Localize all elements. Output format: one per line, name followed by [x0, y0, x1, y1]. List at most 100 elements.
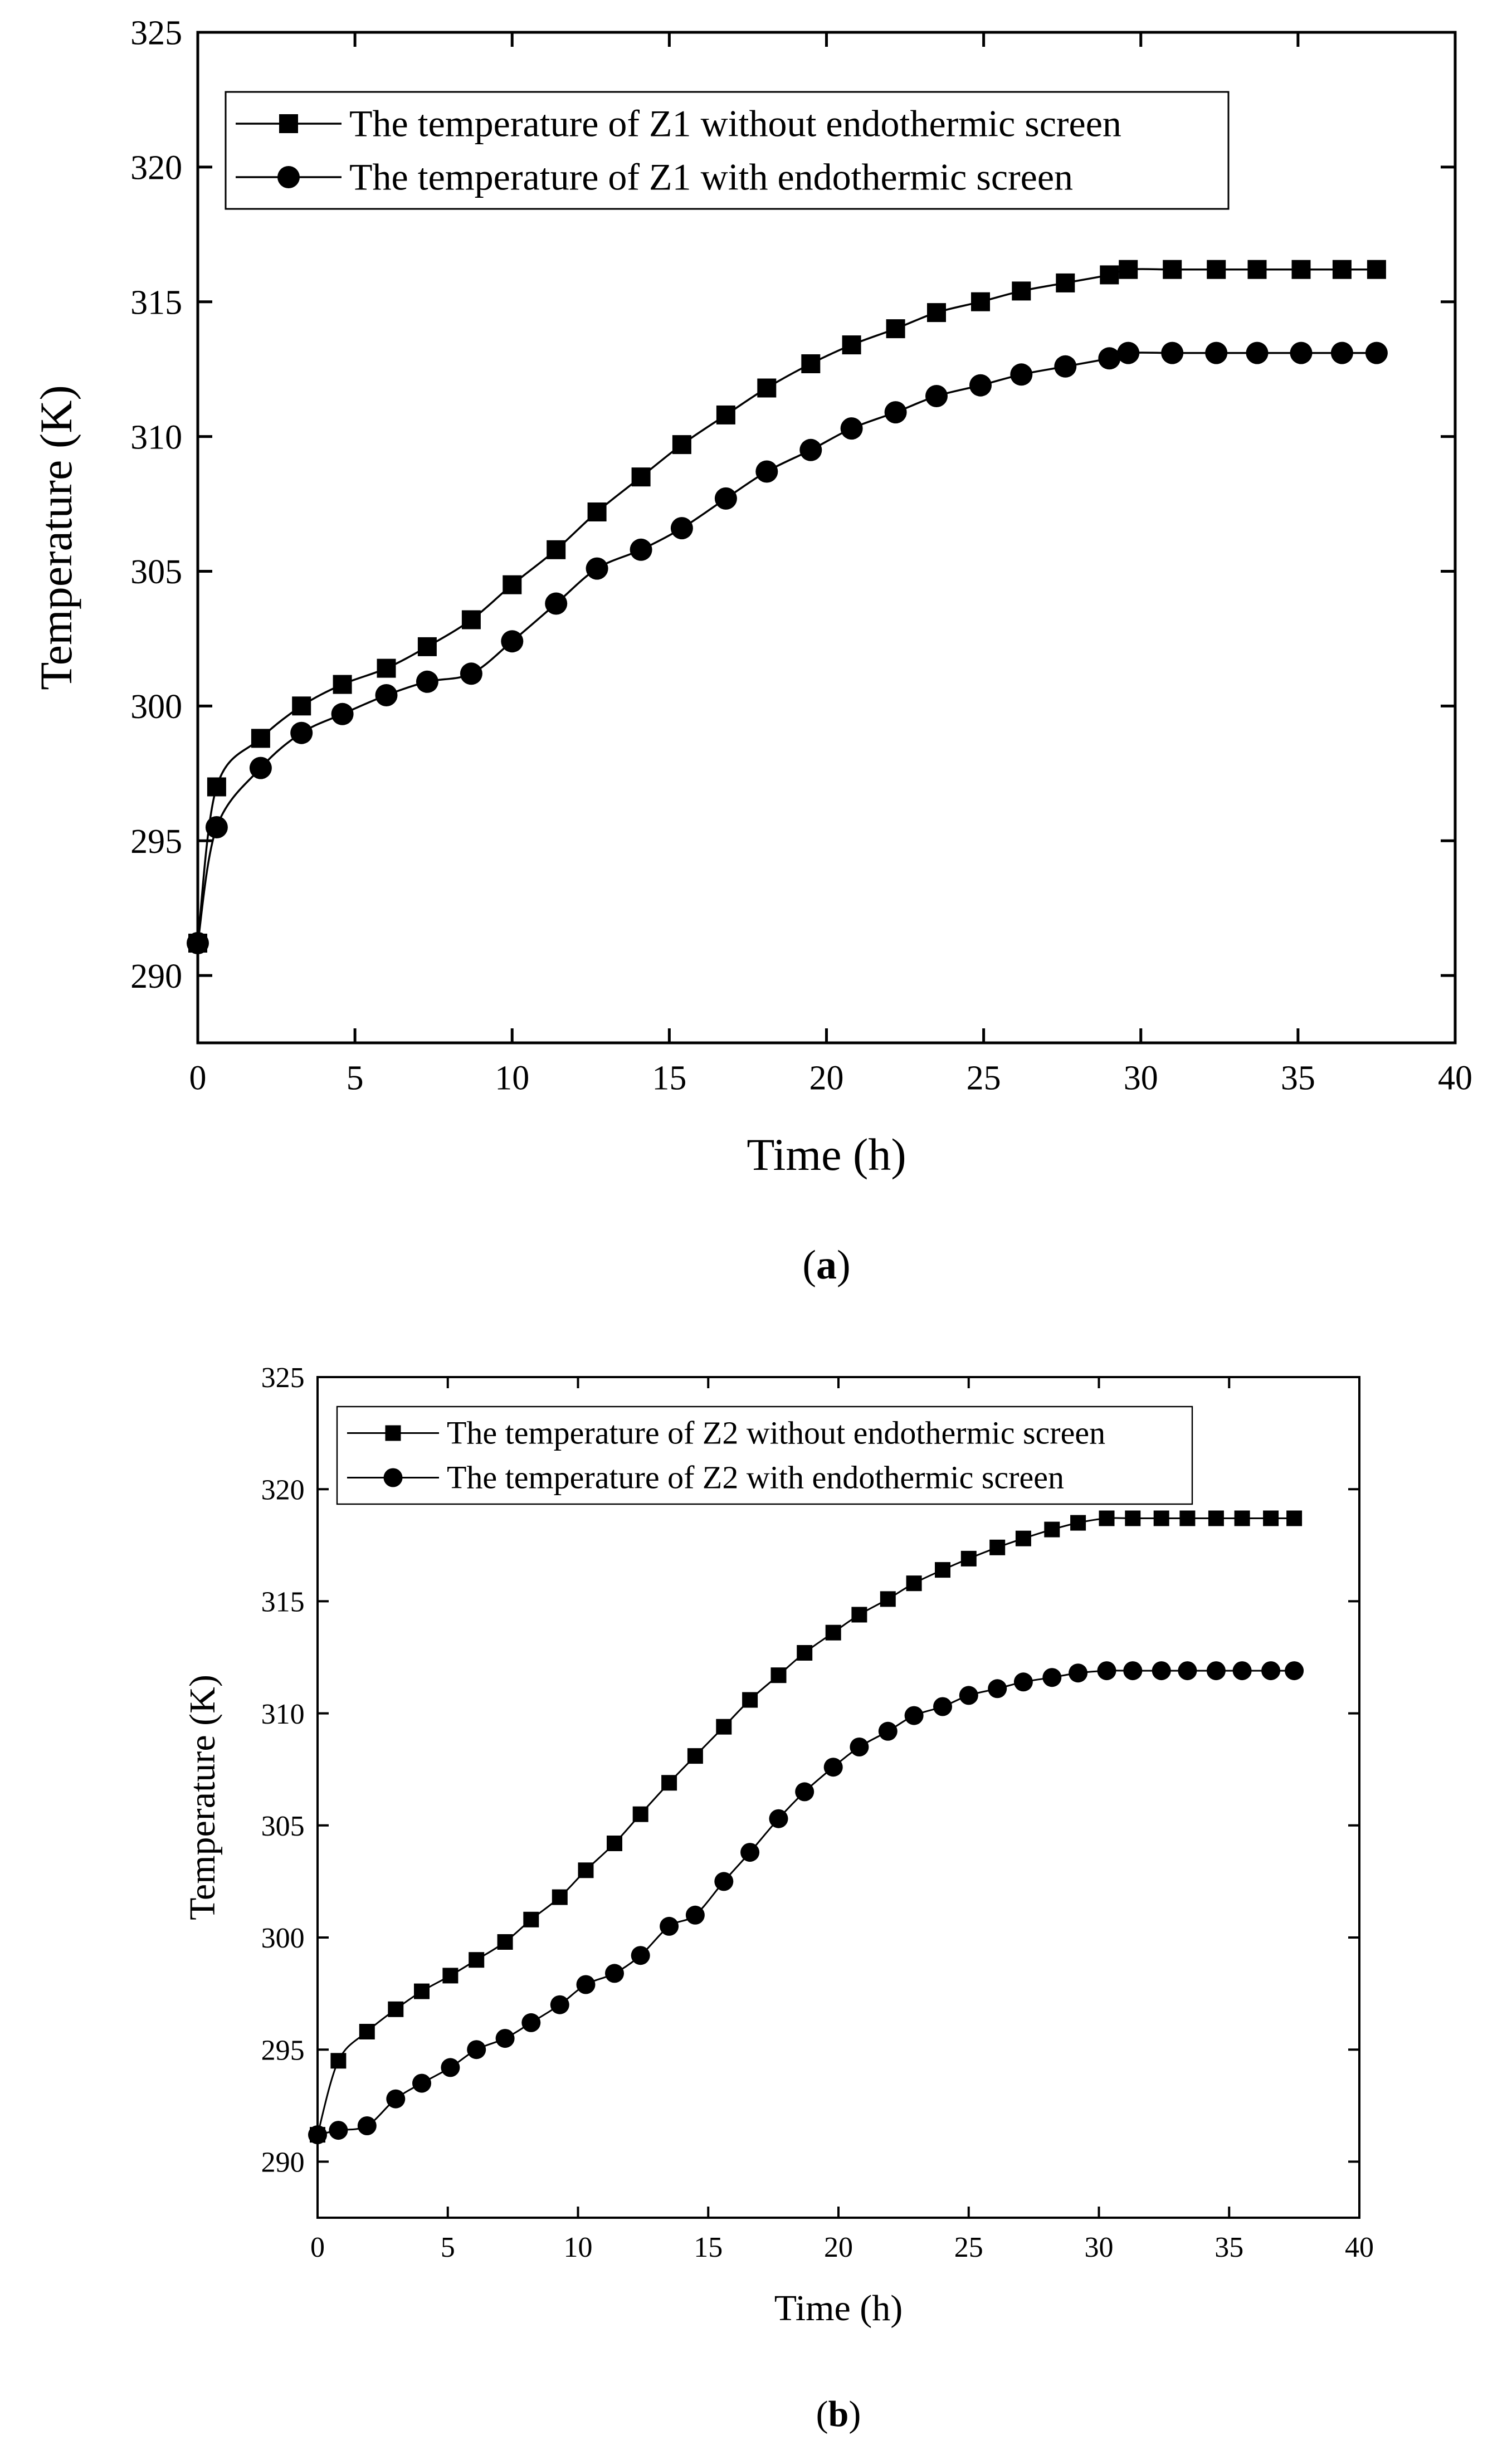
data-point	[330, 2053, 347, 2069]
legend: The temperature of Z1 without endothermi…	[225, 91, 1230, 210]
data-point	[375, 684, 398, 706]
data-point	[467, 2040, 486, 2060]
data-point	[685, 1905, 705, 1925]
data-point	[576, 1975, 596, 1994]
data-point	[850, 1738, 869, 1756]
x-tick-label: 10	[564, 2232, 593, 2263]
data-point	[333, 675, 352, 694]
data-point	[331, 702, 354, 725]
data-point	[714, 1872, 734, 1891]
data-point	[842, 335, 861, 355]
x-tick-label: 40	[1345, 2232, 1374, 2263]
data-point	[1042, 1668, 1062, 1687]
data-point	[1247, 260, 1267, 279]
data-point	[207, 777, 226, 797]
data-point	[552, 1889, 568, 1905]
data-point	[1098, 347, 1121, 370]
data-point	[631, 1946, 650, 1965]
data-point	[578, 1862, 594, 1878]
data-point	[886, 319, 905, 339]
legend-box	[225, 91, 1230, 210]
y-tick-label: 300	[261, 1922, 305, 1954]
x-tick-label: 0	[189, 1060, 207, 1097]
series-with-screen	[308, 1661, 1304, 2145]
data-point	[1054, 355, 1077, 378]
data-point	[1246, 341, 1269, 364]
data-point	[521, 2013, 541, 2032]
x-tick-label: 35	[1215, 2232, 1243, 2263]
data-point	[329, 2121, 348, 2140]
legend-entry-label: The temperature of Z1 without endothermi…	[349, 102, 1121, 144]
data-point	[1205, 341, 1228, 364]
data-point	[1285, 1661, 1304, 1681]
data-point	[1208, 1510, 1224, 1526]
x-tick-label: 30	[1085, 2232, 1114, 2263]
data-point	[1263, 1510, 1279, 1526]
data-point	[251, 729, 270, 748]
y-tick-label: 315	[130, 284, 182, 321]
y-tick-label: 325	[130, 14, 182, 52]
x-tick-label: 10	[495, 1060, 529, 1097]
data-point	[469, 1952, 485, 1968]
data-point	[935, 1562, 950, 1578]
data-point	[547, 540, 566, 559]
data-point	[460, 662, 482, 685]
data-point	[716, 1719, 732, 1735]
x-tick-label: 25	[967, 1060, 1001, 1097]
data-point	[632, 1806, 648, 1822]
data-point	[755, 460, 778, 483]
data-point	[292, 696, 311, 716]
data-point	[1153, 1510, 1169, 1526]
data-point	[742, 1692, 758, 1708]
data-point	[880, 1591, 896, 1607]
data-point	[672, 435, 691, 455]
data-point	[441, 2058, 460, 2077]
data-point	[933, 1697, 952, 1716]
data-point	[840, 417, 863, 440]
data-point	[1206, 1661, 1226, 1681]
data-point	[412, 2073, 431, 2093]
data-point	[605, 1964, 624, 1983]
data-point	[1152, 1661, 1171, 1681]
y-axis-label: Temperature (K)	[182, 1675, 223, 1920]
data-point	[1178, 1661, 1197, 1681]
y-tick-label: 320	[261, 1474, 305, 1506]
data-point	[906, 1575, 922, 1592]
data-point	[607, 1836, 622, 1851]
data-point	[904, 1706, 924, 1725]
data-point	[770, 1667, 787, 1683]
data-point	[1010, 363, 1033, 386]
legend-entry-label: The temperature of Z2 with endothermic s…	[447, 1460, 1064, 1496]
data-point	[587, 502, 607, 521]
panel-label: (b)	[816, 2394, 861, 2434]
data-point	[884, 401, 907, 424]
data-point	[878, 1721, 898, 1741]
x-tick-label: 5	[347, 1060, 364, 1097]
data-point	[1365, 341, 1388, 364]
y-tick-label: 300	[130, 688, 182, 726]
data-point	[716, 405, 735, 424]
x-tick-label: 25	[954, 2232, 983, 2263]
data-point	[1125, 1510, 1141, 1526]
data-point	[501, 630, 524, 653]
data-point	[1367, 260, 1386, 279]
data-point	[461, 610, 481, 629]
legend-box	[336, 1405, 1193, 1505]
data-point	[1123, 1661, 1143, 1681]
data-point	[988, 1679, 1007, 1699]
data-point	[1179, 1510, 1196, 1526]
chart-b: 0 5 10 15 20 25 30 35 40 290 295 300 305 310 315 320 325…	[182, 1362, 1374, 2434]
data-point	[359, 2024, 375, 2039]
data-point	[1056, 273, 1075, 292]
data-point	[1097, 1661, 1116, 1681]
y-tick-label: 295	[261, 2034, 305, 2066]
data-point	[740, 1843, 760, 1862]
data-point	[497, 1934, 513, 1950]
data-point	[386, 2089, 406, 2109]
data-point	[442, 1968, 459, 1984]
data-point	[1207, 260, 1226, 279]
data-point	[1012, 281, 1031, 301]
data-point	[1013, 1672, 1033, 1692]
